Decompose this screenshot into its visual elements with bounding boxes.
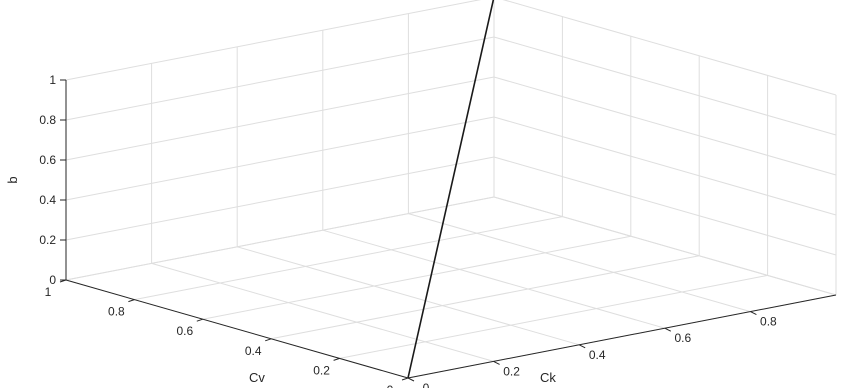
- back-left-grid-line: [493, 36, 837, 136]
- back-right-grid-line: [65, 0, 482, 81]
- z-tick-label: 0.4: [39, 193, 56, 207]
- floor-grid-line: [408, 213, 751, 313]
- data-series: [407, 0, 495, 379]
- x-tick-label: 0.8: [108, 305, 125, 319]
- y-tick-label: 0.2: [503, 364, 520, 378]
- back-left-grid-line: [493, 196, 837, 296]
- back-left-grid-line: [493, 156, 837, 256]
- back-right-grid-line: [65, 36, 495, 121]
- y-tick-label: 0.8: [760, 315, 777, 329]
- floor-grid-line: [271, 255, 700, 340]
- floor-grid-line: [237, 246, 580, 346]
- x-tick-mark: [265, 338, 272, 342]
- x-tick-label: 0.6: [176, 324, 193, 338]
- y-tick-label: 0.6: [674, 331, 691, 345]
- x-tick-mark: [128, 299, 135, 303]
- x-axis-ticks: 0 0.2 0.4 0.6 0.8 1: [45, 279, 409, 388]
- z-tick-label: 0.2: [39, 233, 56, 247]
- y-tick-label: 0: [423, 381, 430, 388]
- x-tick-mark: [401, 377, 409, 381]
- x-tick-mark: [196, 318, 203, 322]
- y-tick-mark: [578, 344, 586, 349]
- back-left-grid-line: [493, 116, 837, 216]
- floor-grid-line: [151, 262, 494, 362]
- x-tick-label: 1: [45, 285, 52, 299]
- y-tick-label: 0.4: [589, 348, 606, 362]
- floor-grid-line: [339, 274, 768, 359]
- x-axis-line: [65, 279, 409, 379]
- z-tick-label: 0.8: [39, 113, 56, 127]
- z-tick-label: 0.6: [39, 153, 56, 167]
- y-tick-mark: [493, 360, 500, 365]
- y-tick-mark: [750, 311, 757, 316]
- z-tick-label: 0: [49, 273, 56, 287]
- z-axis-ticks: 0 0.2 0.4 0.6 0.8 1: [39, 73, 66, 287]
- back-left-grid-line: [493, 76, 837, 176]
- z-axis-label: b: [5, 176, 20, 183]
- x-tick-label: 0: [387, 383, 394, 388]
- x-tick-label: 0.2: [313, 363, 330, 377]
- y-tick-mark: [664, 327, 672, 332]
- back-right-grid-line: [65, 156, 495, 241]
- z-tick-label: 1: [49, 73, 56, 87]
- floor-grid-line: [322, 229, 665, 329]
- axes: [65, 80, 837, 379]
- y-axis-label: Ck: [540, 370, 556, 385]
- x-tick-mark: [333, 357, 340, 361]
- y-tick-mark: [407, 377, 415, 382]
- series-line: [407, 0, 495, 379]
- grid-lines: [65, 0, 837, 379]
- floor-grid-line: [134, 216, 563, 301]
- floor-grid-line: [202, 235, 631, 320]
- y-axis-line: [407, 294, 837, 379]
- back-right-grid-line: [65, 116, 495, 201]
- back-right-grid-line: [65, 196, 495, 281]
- x-tick-label: 0.4: [245, 344, 262, 358]
- x-axis-label: Cv: [249, 370, 265, 385]
- back-right-grid-line: [65, 76, 495, 161]
- back-left-grid-line: [502, 0, 837, 96]
- y-axis-ticks: 0 0.2 0.4 0.6 0.8: [407, 311, 777, 388]
